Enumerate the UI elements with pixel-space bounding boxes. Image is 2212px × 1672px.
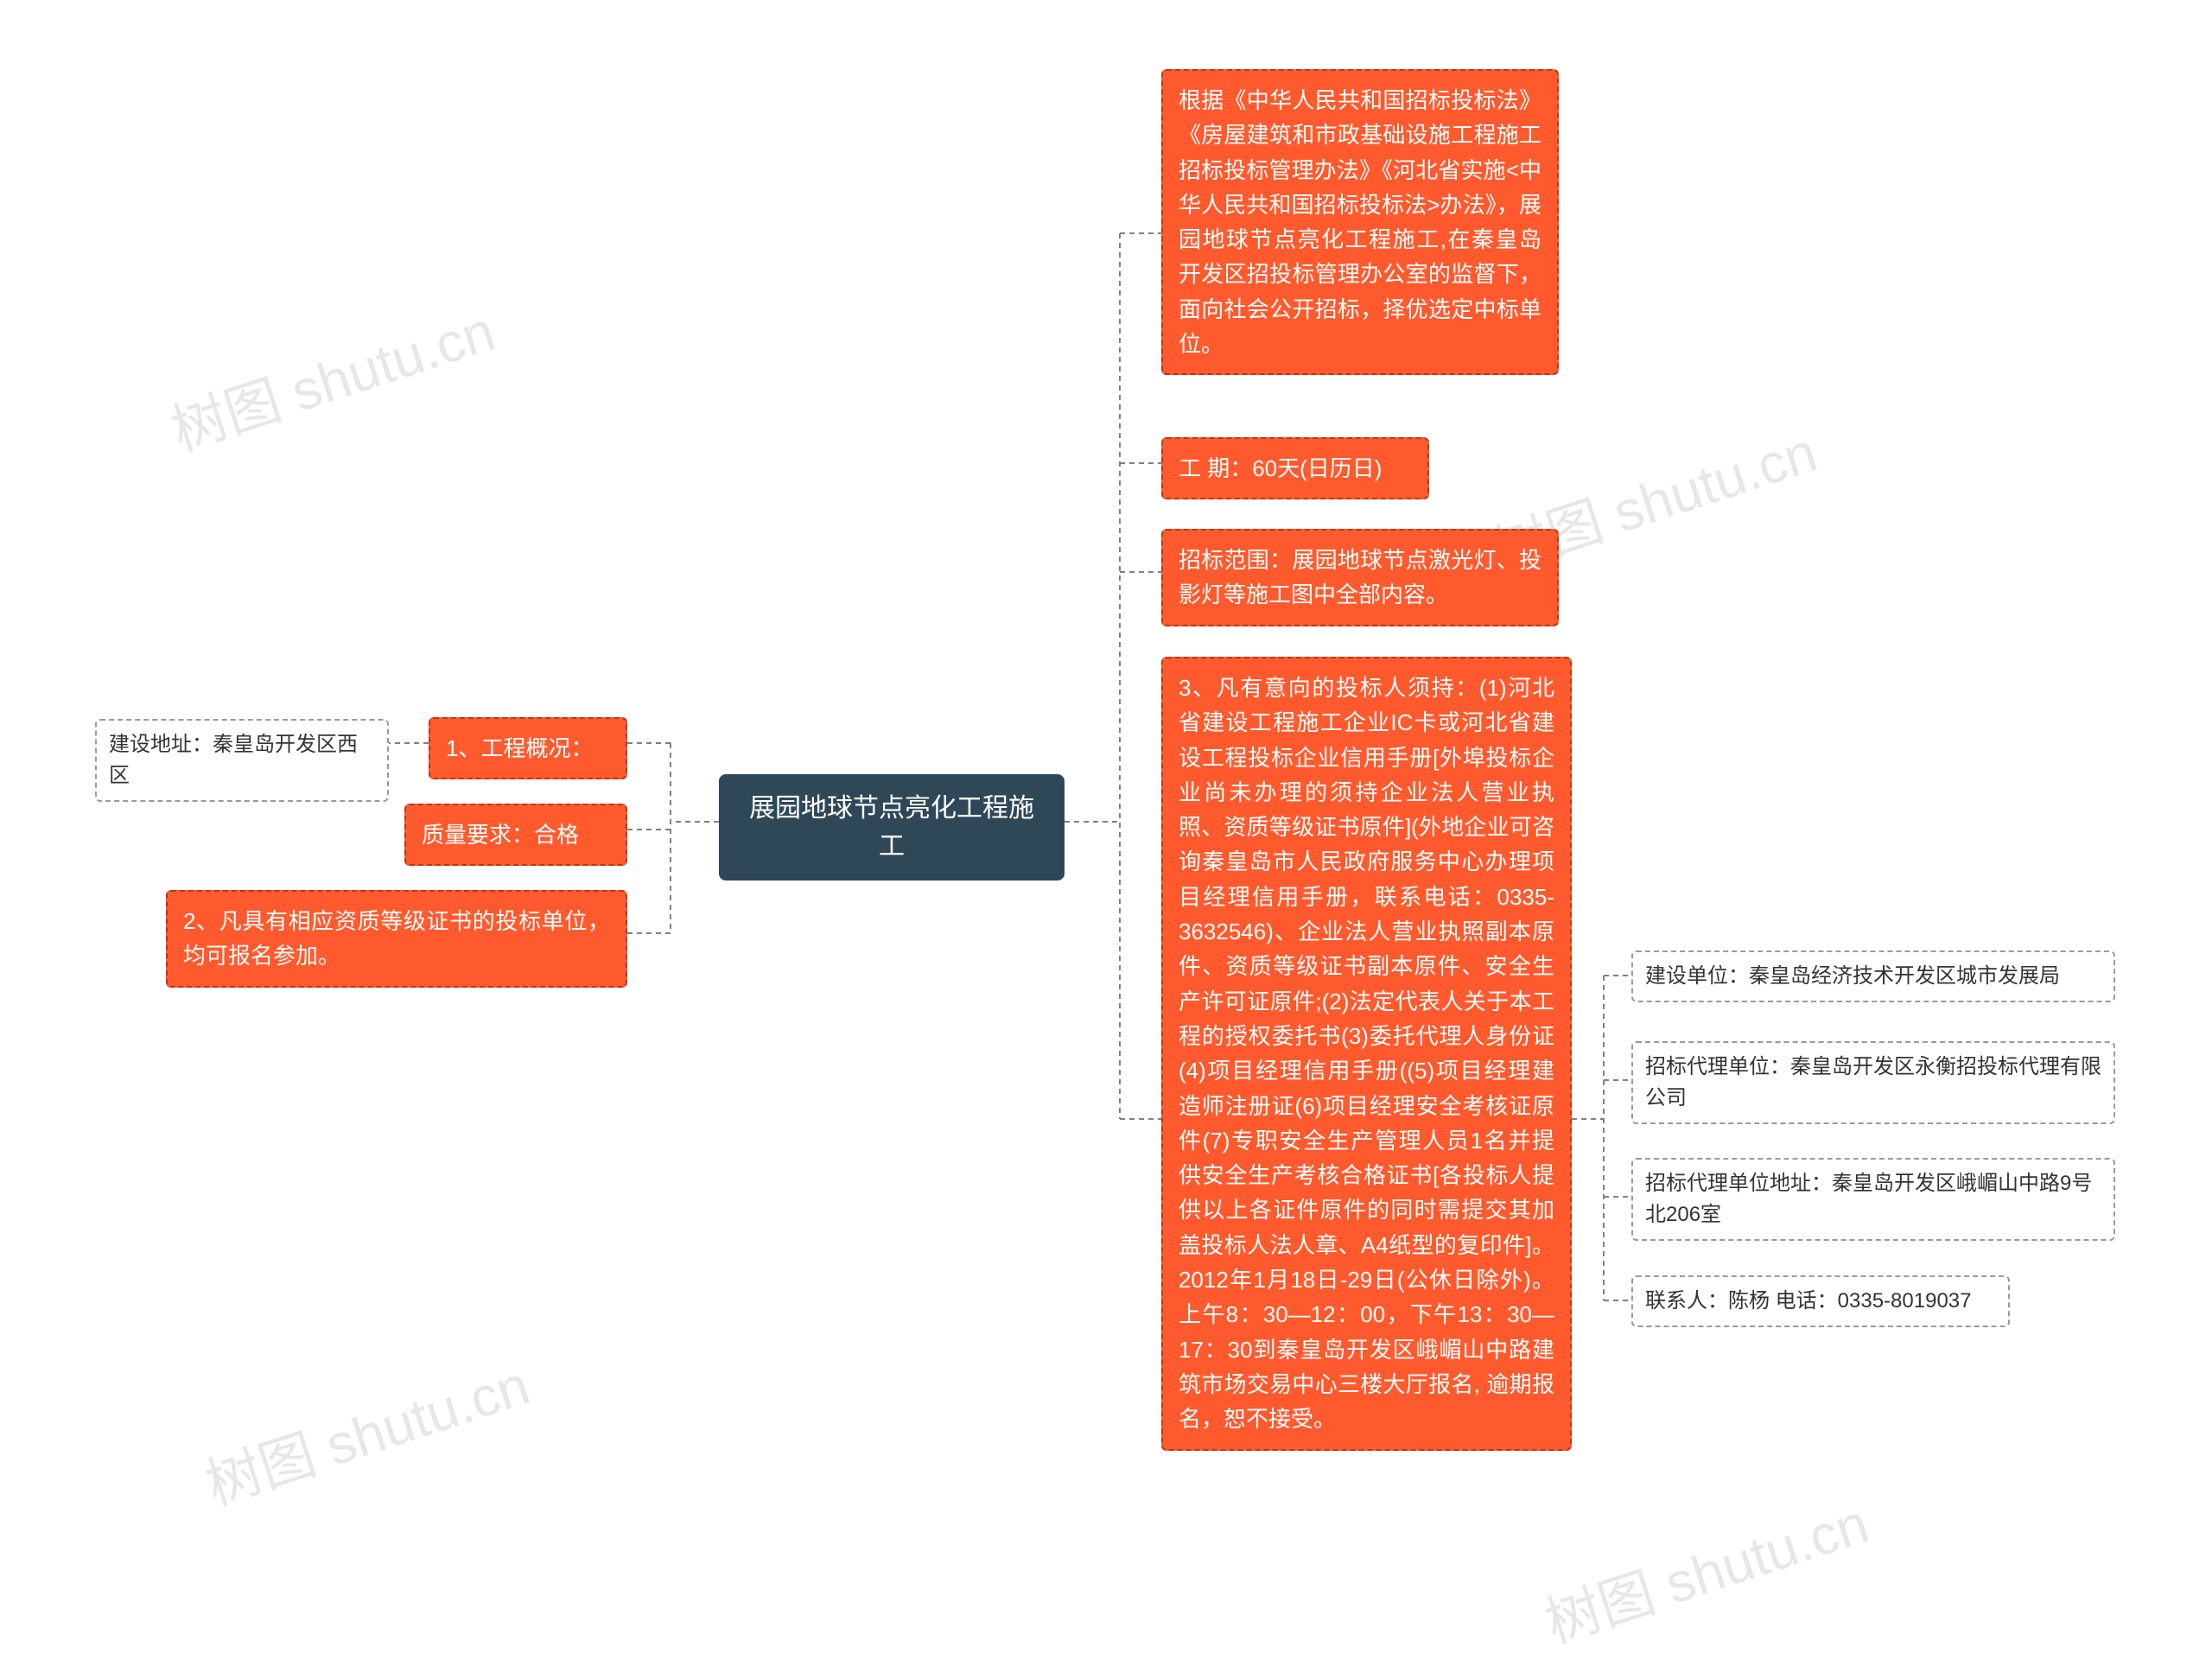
node-text: 3、凡有意向的投标人须持：(1)河北省建设工程施工企业IC卡或河北省建设工程投标… [1179, 675, 1554, 1432]
node-l1[interactable]: 1、工程概况： [429, 717, 627, 779]
leaf-r4c[interactable]: 招标代理单位地址：秦皇岛开发区峨嵋山中路9号北206室 [1631, 1158, 2115, 1241]
node-r3[interactable]: 招标范围：展园地球节点激光灯、投影灯等施工图中全部内容。 [1161, 529, 1559, 626]
leaf-text: 建设单位：秦皇岛经济技术开发区城市发展局 [1645, 964, 2060, 988]
leaf-r4b[interactable]: 招标代理单位：秦皇岛开发区永衡招投标代理有限公司 [1631, 1041, 2115, 1124]
node-text: 2、凡具有相应资质等级证书的投标单位，均可报名参加。 [183, 908, 610, 969]
node-r1[interactable]: 根据《中华人民共和国招标投标法》《房屋建筑和市政基础设施工程施工招标投标管理办法… [1161, 69, 1559, 375]
watermark: 树图 shutu.cn [160, 287, 503, 466]
node-l2[interactable]: 质量要求：合格 [404, 804, 627, 866]
node-r4[interactable]: 3、凡有意向的投标人须持：(1)河北省建设工程施工企业IC卡或河北省建设工程投标… [1161, 657, 1572, 1451]
node-l3[interactable]: 2、凡具有相应资质等级证书的投标单位，均可报名参加。 [166, 890, 627, 988]
leaf-r4d[interactable]: 联系人：陈杨 电话：0335-8019037 [1631, 1275, 2010, 1327]
node-text: 1、工程概况： [446, 735, 593, 761]
node-text: 招标范围：展园地球节点激光灯、投影灯等施工图中全部内容。 [1179, 547, 1541, 607]
leaf-l1a[interactable]: 建设地址：秦皇岛开发区西区 [95, 719, 389, 802]
leaf-text: 建设地址：秦皇岛开发区西区 [109, 733, 358, 787]
root-label: 展园地球节点亮化工程施工 [749, 794, 1034, 861]
watermark: 树图 shutu.cn [1534, 1479, 1877, 1658]
node-text: 质量要求：合格 [422, 822, 579, 848]
leaf-r4a[interactable]: 建设单位：秦皇岛经济技术开发区城市发展局 [1631, 950, 2115, 1002]
leaf-text: 联系人：陈杨 电话：0335-8019037 [1645, 1289, 1971, 1313]
leaf-text: 招标代理单位：秦皇岛开发区永衡招投标代理有限公司 [1645, 1055, 2101, 1109]
node-r2[interactable]: 工 期：60天(日历日) [1161, 437, 1429, 499]
node-text: 工 期：60天(日历日) [1179, 455, 1382, 481]
mindmap-connectors [0, 0, 2212, 1672]
node-text: 根据《中华人民共和国招标投标法》《房屋建筑和市政基础设施工程施工招标投标管理办法… [1179, 87, 1541, 357]
watermark: 树图 shutu.cn [194, 1341, 537, 1520]
mindmap-root[interactable]: 展园地球节点亮化工程施工 [719, 774, 1065, 881]
leaf-text: 招标代理单位地址：秦皇岛开发区峨嵋山中路9号北206室 [1645, 1172, 2092, 1226]
